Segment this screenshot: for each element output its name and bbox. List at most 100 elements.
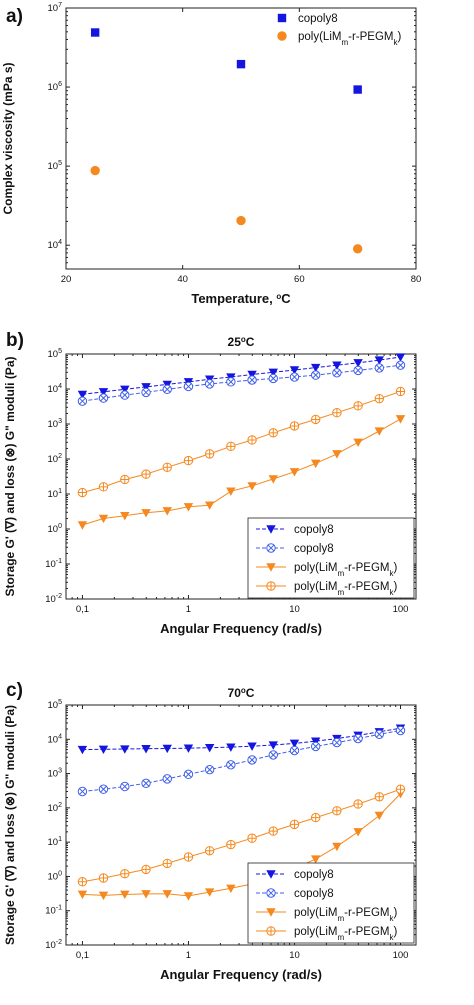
- y-tick-label: 10-1: [45, 905, 62, 917]
- y-tick-label: 107: [48, 2, 63, 14]
- x-tick-label: 20: [61, 274, 72, 285]
- data-point: [247, 833, 257, 843]
- chart-b-series-3: [77, 415, 406, 530]
- data-point: [162, 774, 172, 784]
- legend-item: copoly8: [256, 543, 334, 555]
- data-point: [183, 381, 194, 392]
- data-point: [98, 873, 109, 883]
- y-tick-label: 101: [48, 488, 63, 500]
- data-point: [204, 449, 215, 459]
- data-point: [141, 469, 151, 479]
- data-point: [332, 408, 342, 418]
- data-point: [90, 165, 100, 176]
- viscosity-scatter-chart: a) 20 40 60 80 104 105 106 107 Temperature, oC Com…: [1, 2, 422, 306]
- data-point: [183, 892, 194, 901]
- data-point: [268, 741, 278, 750]
- data-point: [332, 361, 342, 370]
- legend-marker: [277, 13, 287, 23]
- legend-item: copoly8: [277, 13, 338, 25]
- legend-marker: [277, 31, 287, 41]
- series-line: [82, 727, 401, 751]
- legend-item: copoly8: [256, 888, 334, 900]
- data-point: [395, 784, 406, 794]
- y-axis-label: Storage G' (∇) and loss (⊗) G" moduli (P…: [3, 357, 17, 597]
- x-tick-label: 60: [294, 274, 305, 285]
- data-point: [120, 781, 130, 792]
- x-tick-label: 40: [177, 274, 188, 285]
- y-tick-label: 105: [48, 160, 63, 172]
- y-tick-label: 103: [48, 418, 63, 430]
- data-point: [98, 393, 109, 403]
- data-point: [353, 85, 362, 94]
- plot-area: [65, 353, 417, 600]
- data-point: [310, 459, 321, 469]
- x-tick-label: 0,1: [76, 950, 89, 961]
- data-point: [77, 890, 88, 900]
- data-point: [332, 450, 342, 459]
- x-axis-label: Angular Frequency (rad/s): [160, 621, 322, 636]
- data-point: [120, 745, 130, 754]
- data-point: [268, 750, 278, 760]
- data-point: [268, 373, 278, 384]
- series-line: [82, 793, 401, 897]
- legend-marker: [266, 525, 276, 534]
- data-point: [332, 737, 342, 748]
- data-point: [120, 474, 130, 485]
- data-point: [374, 792, 385, 802]
- data-point: [353, 799, 363, 809]
- data-point: [141, 864, 151, 875]
- data-point: [268, 475, 278, 484]
- legend-item: poly(LiMm-r-PEGMk): [256, 926, 398, 942]
- data-point: [204, 743, 215, 753]
- chart-panel-a: a) 20 40 60 80 104 105 106 107 Temperature, oC Com…: [0, 0, 474, 318]
- legend-marker: [266, 543, 276, 553]
- y-axis-label: Storage G' (∇) and loss (⊗) G" moduli (P…: [3, 705, 17, 945]
- data-point: [226, 441, 236, 452]
- chart-title: 70oC: [228, 686, 255, 701]
- data-point: [395, 725, 406, 736]
- legend-marker: [266, 908, 276, 917]
- data-point: [310, 737, 321, 746]
- data-point: [141, 778, 151, 789]
- y-tick-label: 100: [48, 523, 63, 535]
- data-point: [395, 353, 406, 362]
- series-line: [82, 788, 401, 883]
- data-point: [183, 455, 194, 466]
- y-tick-label: 10-1: [45, 558, 62, 570]
- legend: copoly8 copoly8 poly(LiMm-r-PEGMk) poly(LiM…: [247, 862, 415, 944]
- series-line: [82, 730, 401, 792]
- legend-label: copoly8: [294, 869, 334, 881]
- data-point: [247, 375, 257, 385]
- data-point: [162, 858, 172, 869]
- data-point: [98, 514, 109, 524]
- data-point: [289, 366, 300, 375]
- data-point: [204, 501, 215, 510]
- data-point: [268, 368, 278, 378]
- data-point: [204, 764, 215, 775]
- data-point: [226, 487, 236, 496]
- series-line: [82, 356, 401, 395]
- data-point: [353, 733, 363, 744]
- legend-marker: [266, 563, 276, 572]
- data-point: [226, 884, 236, 894]
- data-point: [289, 372, 300, 382]
- x-tick-label: 80: [411, 274, 422, 285]
- data-point: [247, 482, 257, 491]
- data-point: [141, 745, 151, 754]
- data-point: [374, 393, 385, 404]
- data-point: [141, 387, 151, 398]
- legend-item: poly(LiMm-r-PEGMk): [277, 31, 402, 47]
- data-point: [120, 890, 130, 900]
- data-point: [226, 377, 236, 387]
- data-point: [204, 888, 215, 897]
- data-point: [353, 359, 363, 368]
- data-point: [98, 891, 109, 901]
- legend-item: copoly8: [256, 869, 334, 881]
- legend-item: poly(LiMm-r-PEGMk): [256, 907, 398, 923]
- legend-marker: [266, 888, 276, 898]
- legend-item: poly(LiMm-r-PEGMk): [256, 581, 398, 597]
- x-axis-label: Angular Frequency (rad/s): [160, 967, 322, 982]
- legend-label: poly(LiMm-r-PEGMk): [294, 581, 398, 597]
- y-tick-label: 100: [48, 870, 63, 882]
- data-point: [310, 741, 321, 752]
